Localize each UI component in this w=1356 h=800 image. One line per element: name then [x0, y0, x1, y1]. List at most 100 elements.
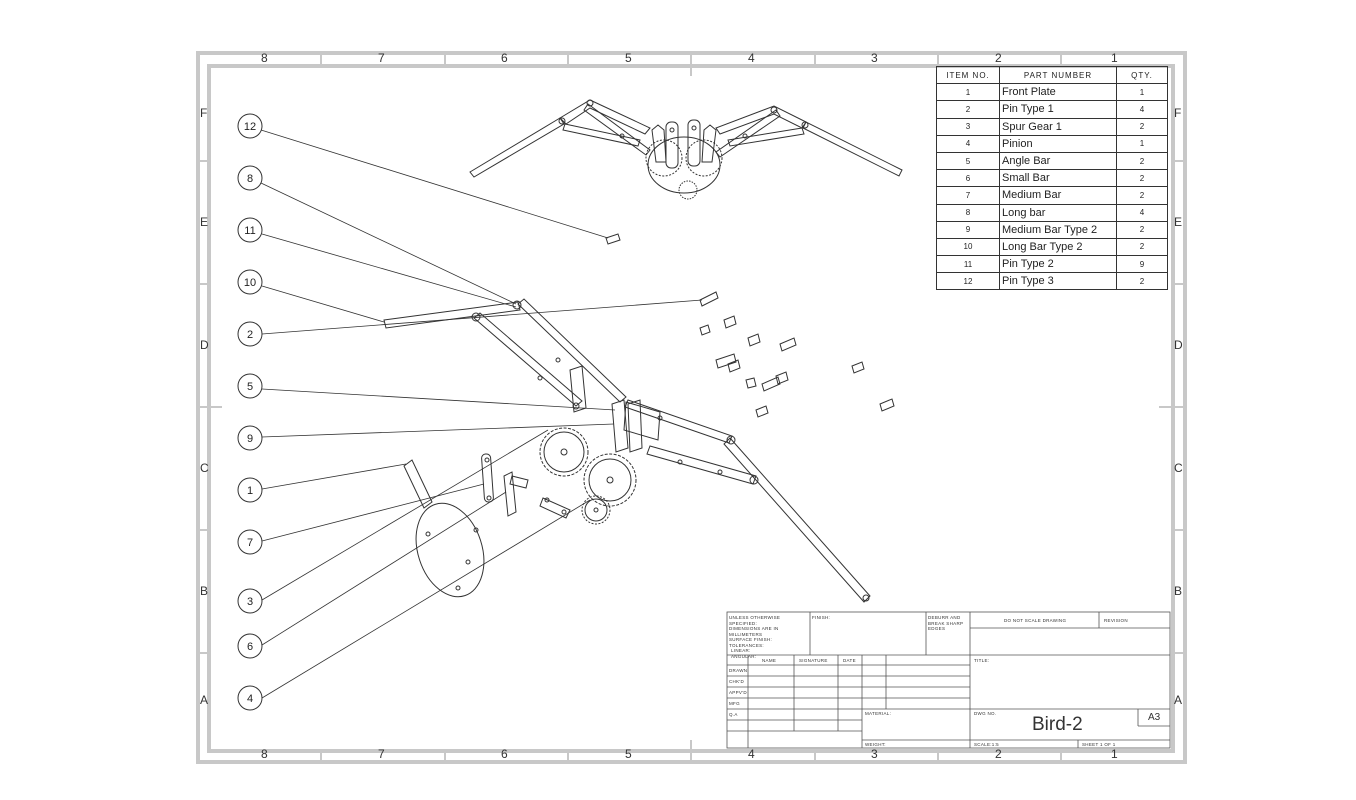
bom-qty: 2	[1116, 151, 1168, 171]
zone-col-bottom-6: 6	[501, 747, 508, 761]
zone-col-top-4: 4	[748, 51, 755, 65]
finish-label: FINISH:	[812, 615, 831, 620]
svg-text:6: 6	[247, 641, 253, 653]
part-spur-gear-1-a	[539, 427, 589, 477]
bom-qty: 2	[1116, 169, 1168, 188]
bom-item: 12	[936, 272, 1000, 291]
bom-qty: 1	[1116, 134, 1168, 153]
bom-row: 7 Medium Bar 2	[936, 186, 1168, 205]
balloon-2: 2	[237, 321, 263, 347]
date-column-label: DATE	[843, 658, 856, 663]
zone-col-top-2: 2	[995, 51, 1002, 65]
bom-row: 1 Front Plate 1	[936, 83, 1168, 102]
bom-qty: 2	[1116, 237, 1168, 257]
exploded-view	[383, 233, 895, 603]
svg-text:4: 4	[247, 693, 253, 705]
zone-row-left-e: E	[200, 215, 209, 229]
zone-col-bottom-8: 8	[261, 747, 268, 761]
zone-row-right-b: B	[1174, 584, 1183, 598]
zone-row-right-d: D	[1174, 338, 1183, 352]
zone-ticks	[199, 55, 1184, 762]
deburr-line: DEBURR AND	[928, 615, 961, 620]
balloon-10: 10	[237, 269, 263, 295]
zone-row-right-c: C	[1174, 461, 1183, 475]
svg-text:2: 2	[247, 329, 253, 341]
bom-header-row: ITEM NO. PART NUMBER QTY.	[936, 65, 1168, 85]
name-column-label: NAME	[762, 658, 777, 663]
part-long-bar-type-2-right	[723, 437, 871, 603]
zone-col-bottom-5: 5	[625, 747, 632, 761]
bom-part: Small Bar	[999, 169, 1117, 188]
zone-col-bottom-4: 4	[748, 747, 755, 761]
zone-col-top-1: 1	[1111, 51, 1118, 65]
part-long-bar-left-a	[473, 312, 583, 407]
bom-qty: 4	[1116, 100, 1168, 119]
part-long-bar-type-2-left	[383, 301, 521, 329]
bom-row: 8 Long bar 4	[936, 203, 1168, 222]
part-small-bar	[539, 497, 571, 519]
note-line: UNLESS OTHERWISE SPECIFIED:	[729, 615, 781, 626]
balloon-12: 12	[237, 113, 263, 139]
part-long-bar-right-b	[646, 445, 757, 485]
role-mfg: MFG	[729, 701, 740, 706]
bom-qty: 2	[1116, 117, 1168, 136]
bom-part: Angle Bar	[999, 151, 1117, 171]
zone-row-left-d: D	[200, 338, 209, 352]
zone-row-right-a: A	[1174, 693, 1183, 707]
scale-label: SCALE:1:5	[974, 742, 999, 747]
zone-col-top-3: 3	[871, 51, 878, 65]
zone-row-right-e: E	[1174, 215, 1183, 229]
bom-header-qty: QTY.	[1116, 65, 1168, 85]
part-medium-bar-type-2	[611, 399, 629, 453]
assembled-right-outer-bar	[802, 121, 903, 177]
bom-qty: 2	[1116, 186, 1168, 205]
svg-text:5: 5	[247, 381, 253, 393]
note-line: LINEAR:	[731, 648, 751, 653]
material-label: MATERIAL:	[865, 711, 892, 716]
part-medium-bar	[481, 453, 494, 503]
assembled-left-outer-bar	[469, 117, 565, 178]
bom-qty: 4	[1116, 203, 1168, 222]
part-long-bar-left-b	[517, 298, 627, 403]
bom-part: Pin Type 2	[999, 255, 1117, 274]
role-qa: Q.A	[729, 712, 738, 717]
svg-text:3: 3	[247, 596, 253, 608]
bom-part: Medium Bar Type 2	[999, 220, 1117, 239]
note-line: DIMENSIONS ARE IN MILLIMETERS	[729, 626, 779, 637]
bom-item: 4	[936, 134, 1000, 153]
assembled-view	[469, 99, 903, 200]
part-long-bar-right-a	[624, 399, 733, 444]
note-line: ANGULAR:	[731, 653, 757, 659]
do-not-scale-note: DO NOT SCALE DRAWING	[1004, 618, 1067, 623]
tolerance-notes: UNLESS OTHERWISE SPECIFIED: DIMENSIONS A…	[729, 615, 809, 659]
zone-col-top-7: 7	[378, 51, 385, 65]
balloon-5: 5	[237, 373, 263, 399]
part-angle-bar	[569, 365, 587, 413]
zone-row-left-b: B	[200, 584, 209, 598]
balloon-6: 6	[237, 633, 263, 659]
svg-text:1: 1	[247, 485, 253, 497]
assembled-front-plate	[647, 136, 721, 194]
part-front-plate-tab	[403, 459, 433, 509]
balloon-4: 4	[237, 685, 263, 711]
zone-row-left-f: F	[200, 106, 208, 120]
bom-part: Long Bar Type 2	[999, 237, 1117, 257]
zone-col-bottom-3: 3	[871, 747, 878, 761]
bom-qty: 9	[1116, 255, 1168, 274]
bom-item: 2	[936, 100, 1000, 119]
svg-text:10: 10	[244, 277, 256, 289]
drawing-title: Bird-2	[1032, 714, 1083, 735]
bom-part: Front Plate	[999, 83, 1117, 102]
bom-qty: 1	[1116, 83, 1168, 102]
role-checked: CHK'D	[729, 679, 745, 684]
bom-part: Pin Type 3	[999, 272, 1117, 291]
pins	[605, 233, 895, 418]
assembled-right-lower-bar	[727, 127, 805, 147]
balloon-group: 12 8 11 10 2 5 9 1 7 3 6 4	[237, 113, 263, 711]
balloon-11: 11	[237, 217, 263, 243]
revision-label: REVISION	[1104, 618, 1128, 623]
bom-qty: 2	[1116, 272, 1168, 291]
bom-item: 11	[936, 255, 1000, 274]
